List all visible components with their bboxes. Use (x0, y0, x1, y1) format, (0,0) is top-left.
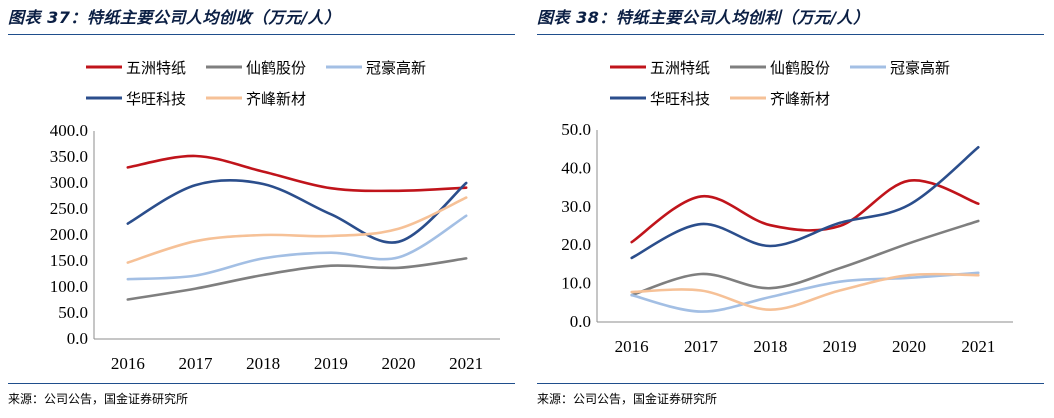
series-line (630, 219, 980, 297)
series-line (126, 214, 468, 281)
y-tick-label: 200.0 (50, 225, 88, 244)
legend-label: 冠豪高新 (890, 59, 950, 77)
title-divider (537, 34, 1044, 35)
series-line (126, 257, 468, 301)
chart-panel-profit: 图表 38：特纸主要公司人均创利（万元/人） 0.0 10.0 20.0 30.0 40… (537, 0, 1044, 418)
x-tick-label: 2021 (449, 354, 483, 373)
series-line (630, 272, 980, 312)
y-tick-label: 0.0 (67, 329, 88, 348)
x-tick-label: 2020 (382, 354, 416, 373)
title-divider (8, 34, 515, 35)
y-tick-label: 150.0 (50, 251, 88, 270)
source-note: 来源：公司公告，国金证券研究所 (537, 392, 718, 406)
legend-label: 仙鹤股份 (246, 59, 306, 77)
y-tick-label: 50.0 (561, 120, 591, 139)
x-tick-label: 2020 (892, 337, 926, 356)
y-tick-label: 400.0 (50, 121, 88, 140)
x-tick-label: 2019 (314, 354, 348, 373)
legend-label: 冠豪高新 (366, 59, 426, 77)
y-tick-label: 100.0 (50, 277, 88, 296)
series-line (126, 154, 468, 193)
series-line (126, 196, 468, 264)
legend-label: 齐峰新材 (246, 90, 306, 108)
series-line (126, 179, 468, 244)
x-tick-label: 2021 (961, 337, 995, 356)
chart-title: 图表 38：特纸主要公司人均创利（万元/人） (537, 8, 870, 27)
source-divider (537, 383, 1044, 384)
legend-label: 华旺科技 (650, 90, 710, 108)
source-note: 来源：公司公告，国金证券研究所 (8, 392, 189, 406)
x-tick-label: 2018 (246, 354, 280, 373)
legend-label: 五洲特纸 (126, 59, 186, 77)
chart-panel-revenue: 图表 37：特纸主要公司人均创收（万元/人） 0.0 50.0 100.0 150.0… (8, 0, 515, 418)
x-tick-label: 2017 (684, 337, 719, 356)
x-tick-label: 2019 (823, 337, 857, 356)
series-line (630, 271, 980, 313)
legend-label: 齐峰新材 (770, 90, 830, 108)
source-divider (8, 383, 515, 384)
series-line (630, 146, 980, 260)
y-tick-label: 350.0 (50, 147, 88, 166)
y-tick-label: 30.0 (561, 197, 591, 216)
x-tick-label: 2017 (179, 354, 214, 373)
y-tick-label: 50.0 (58, 303, 88, 322)
y-tick-label: 300.0 (50, 173, 88, 192)
y-tick-label: 0.0 (570, 312, 591, 331)
legend-label: 仙鹤股份 (770, 59, 830, 77)
y-tick-label: 40.0 (561, 158, 591, 177)
legend-label: 华旺科技 (126, 90, 186, 108)
x-tick-label: 2016 (615, 337, 649, 356)
y-tick-label: 250.0 (50, 199, 88, 218)
legend-label: 五洲特纸 (650, 59, 710, 77)
revenue-line-chart: 0.0 50.0 100.0 150.0 200.0 250.0 300.0 350.0 400… (50, 59, 500, 373)
profit-line-chart: 0.0 10.0 20.0 30.0 40.0 50.0 2016 2017 2018 2019 2… (561, 59, 1013, 356)
series-line (630, 179, 980, 244)
y-tick-label: 10.0 (561, 274, 591, 293)
y-tick-label: 20.0 (561, 235, 591, 254)
chart-title: 图表 37：特纸主要公司人均创收（万元/人） (8, 8, 341, 27)
x-tick-label: 2018 (753, 337, 787, 356)
x-tick-label: 2016 (111, 354, 145, 373)
